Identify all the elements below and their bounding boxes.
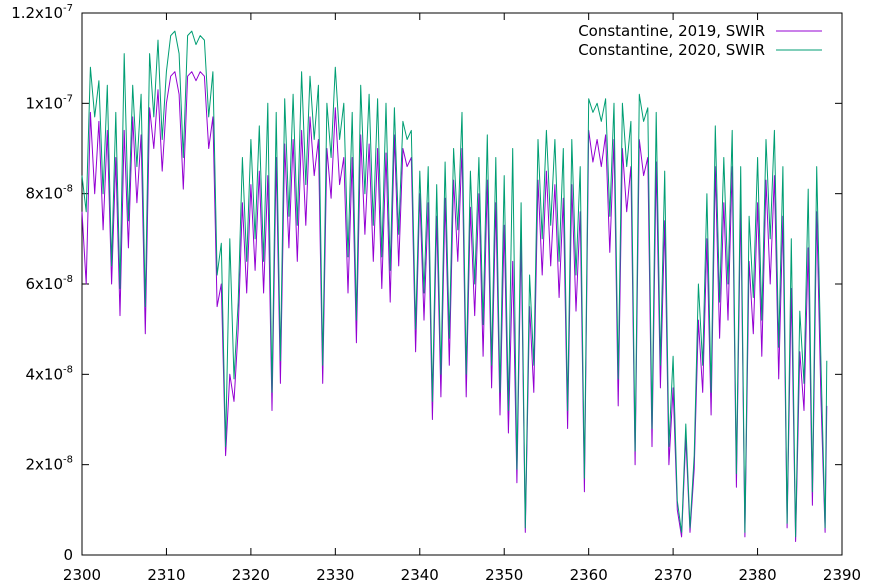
y-tick-mantissa: 4x10 xyxy=(26,365,64,383)
axis-ticks: 2300 2310 2320 2330 2340 2350 2360 2370 2380 2390… xyxy=(11,3,861,584)
x-tick-label: 2390 xyxy=(823,566,861,584)
y-tick-label: 6x10-8 xyxy=(26,274,74,293)
legend-label-0: Constantine, 2019, SWIR xyxy=(578,22,765,40)
y-tick-exponent: -8 xyxy=(63,274,73,285)
x-tick-label: 2350 xyxy=(485,566,523,584)
x-tick-label: 2360 xyxy=(570,566,608,584)
series-line-1 xyxy=(81,30,828,538)
y-tick-mantissa: 6x10 xyxy=(26,275,64,293)
y-tick-mantissa: 0 xyxy=(63,546,73,564)
x-tick-label: 2330 xyxy=(316,566,354,584)
y-tick-label: 0 xyxy=(63,546,73,564)
y-tick-label: 8x10-8 xyxy=(26,184,74,203)
y-tick-label: 4x10-8 xyxy=(26,364,74,383)
y-tick-label: 1.2x10-7 xyxy=(11,3,73,22)
y-tick-label: 2x10-8 xyxy=(26,455,74,474)
x-tick-label: 2340 xyxy=(401,566,439,584)
y-tick-mantissa: 1.2x10 xyxy=(11,4,63,22)
y-tick-exponent: -7 xyxy=(63,3,73,14)
x-tick-label: 2370 xyxy=(654,566,692,584)
y-tick-exponent: -7 xyxy=(63,93,73,104)
y-tick-exponent: -8 xyxy=(63,184,73,195)
series-line-0 xyxy=(81,71,828,542)
y-tick-exponent: -8 xyxy=(63,455,73,466)
x-tick-label: 2320 xyxy=(232,566,270,584)
y-tick-label: 1x10-7 xyxy=(26,93,74,112)
y-tick-mantissa: 1x10 xyxy=(26,94,64,112)
y-tick-exponent: -8 xyxy=(63,364,73,375)
x-tick-label: 2380 xyxy=(738,566,776,584)
x-tick-label: 2310 xyxy=(147,566,185,584)
legend-label-1: Constantine, 2020, SWIR xyxy=(578,41,765,59)
y-tick-mantissa: 2x10 xyxy=(26,456,64,474)
y-tick-mantissa: 8x10 xyxy=(26,185,64,203)
x-tick-label: 2300 xyxy=(63,566,101,584)
series-layer xyxy=(81,30,828,542)
